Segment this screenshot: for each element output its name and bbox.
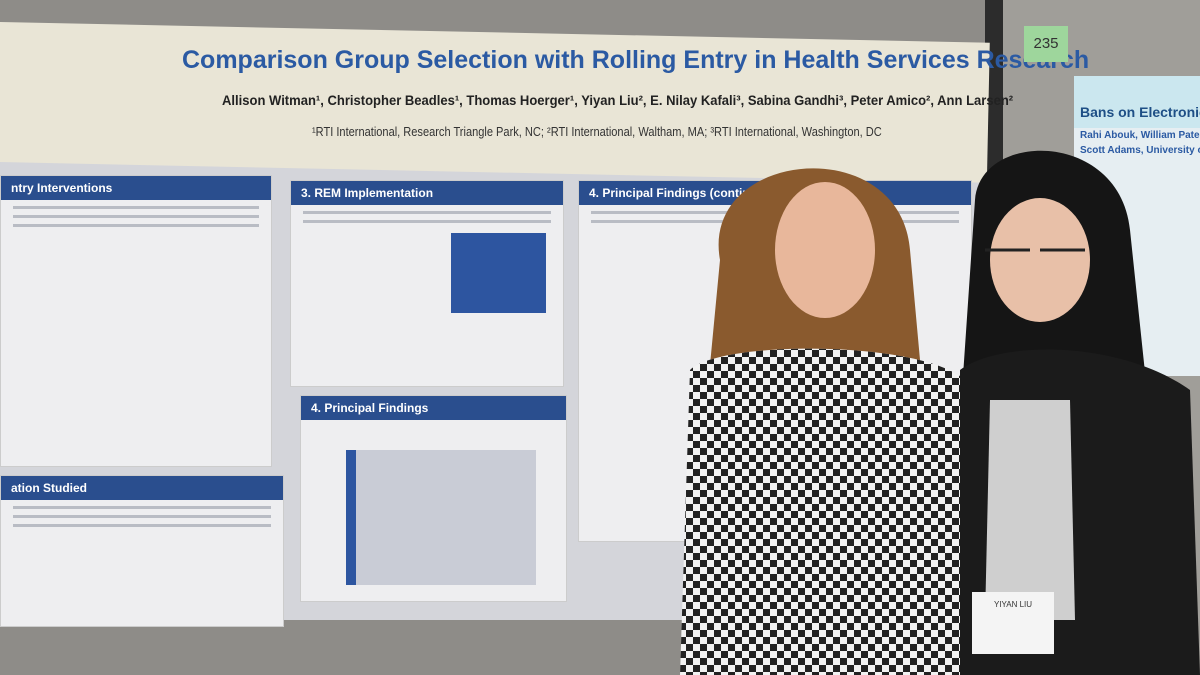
name-badge: YIYAN LIU — [972, 592, 1054, 654]
table-graphic — [346, 450, 536, 585]
panel: 4. Principal Findings — [300, 395, 567, 602]
dress-pattern — [680, 348, 975, 675]
text-line — [13, 224, 259, 227]
blouse — [985, 400, 1075, 620]
section-title: 3. REM Implementation — [291, 181, 563, 205]
panel: ntry Interventions — [0, 175, 272, 467]
badge-name: YIYAN LIU — [993, 600, 1033, 609]
text-line — [13, 524, 271, 527]
face — [990, 198, 1090, 322]
text-line — [13, 215, 259, 218]
text-line — [303, 211, 551, 214]
text-line — [13, 206, 259, 209]
section-title: 4. Principal Findings — [301, 396, 566, 420]
table-graphic — [451, 233, 546, 313]
board-number: 235 — [1024, 26, 1068, 62]
section-title: ation Studied — [1, 476, 283, 500]
poster-title: Comparison Group Selection with Rolling … — [182, 46, 1090, 74]
poster-affiliations: ¹RTI International, Research Triangle Pa… — [312, 124, 882, 139]
poster-authors: Allison Witman¹, Christopher Beadles¹, T… — [222, 92, 1014, 108]
panel: 3. REM Implementation — [290, 180, 564, 387]
side-poster-author: Scott Adams, University of Wisconsi — [1080, 145, 1200, 156]
face — [775, 182, 875, 318]
side-poster-author: Rahi Abouk, William Paterson Univ — [1080, 130, 1200, 141]
panel: ation Studied — [0, 475, 284, 627]
text-line — [303, 220, 551, 223]
text-line — [13, 515, 271, 518]
text-line — [13, 506, 271, 509]
section-title: ntry Interventions — [1, 176, 271, 200]
side-poster-title: Bans on Electronic Ciga — [1074, 76, 1200, 128]
